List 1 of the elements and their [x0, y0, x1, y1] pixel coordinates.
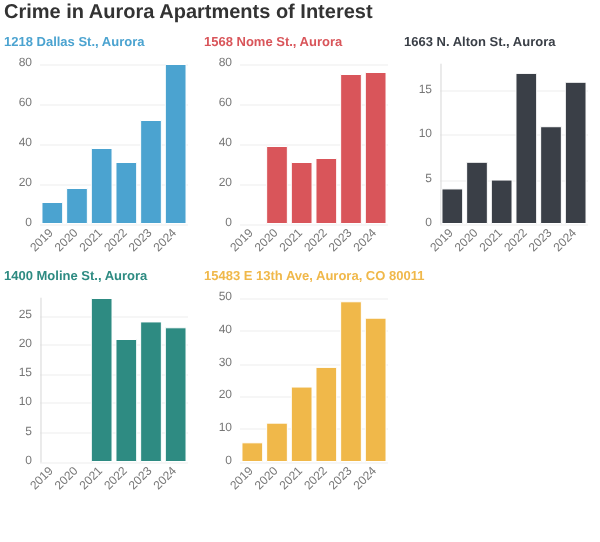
chart-title: Crime in Aurora Apartments of Interest: [4, 2, 373, 24]
